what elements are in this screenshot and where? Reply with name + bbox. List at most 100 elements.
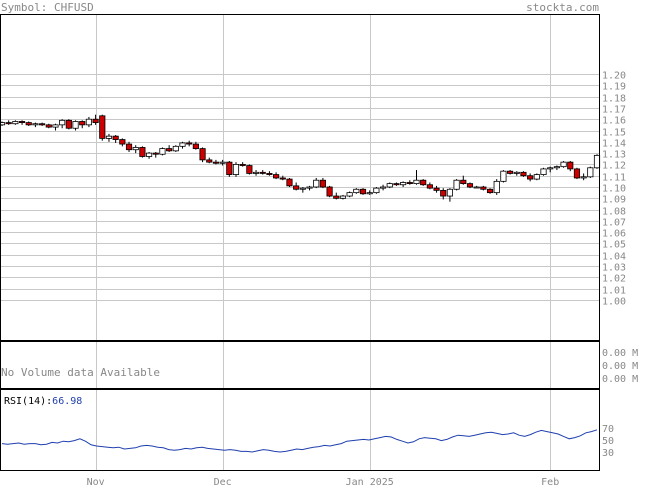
candle-body	[99, 115, 106, 139]
candle-body	[125, 143, 133, 151]
candle-body	[79, 121, 86, 126]
candle-body	[527, 175, 534, 180]
candle-body	[199, 148, 206, 161]
candle-body	[573, 168, 581, 179]
candle-body	[493, 180, 500, 194]
price-tick-label: 1.15	[602, 128, 626, 139]
candle-body	[172, 145, 179, 152]
date-tick-label: Nov	[87, 477, 105, 486]
site-brand[interactable]: stockta.com	[526, 1, 599, 14]
date-tick-label: Dec	[214, 477, 232, 486]
candle-body	[353, 188, 360, 194]
candle-body	[139, 147, 146, 157]
candle-body	[540, 168, 547, 175]
candle-body	[547, 167, 554, 170]
candle-body	[453, 179, 460, 190]
rsi-line	[1, 429, 598, 453]
candle-body	[18, 121, 26, 123]
candle-body	[366, 192, 373, 195]
price-tick-label: 1.11	[602, 173, 626, 184]
candle-body	[152, 152, 159, 155]
candle-body	[580, 176, 587, 179]
candle-body	[593, 154, 601, 169]
rsi-tick-label: 70	[602, 424, 614, 435]
candle-body	[587, 167, 594, 178]
candle-body	[266, 173, 273, 175]
price-tick-label: 1.09	[602, 195, 626, 206]
candle-body	[192, 143, 199, 149]
candle-body	[39, 123, 46, 126]
candle-body	[206, 159, 213, 163]
candle-body	[12, 121, 19, 125]
candle-body	[25, 122, 32, 126]
volume-tick-label: 0.00 M	[602, 361, 638, 372]
candle-body	[186, 142, 193, 145]
candle-body	[72, 121, 79, 129]
candle-body	[379, 186, 387, 189]
candle-body	[212, 161, 220, 164]
candle-body	[560, 161, 567, 168]
candle-body	[166, 148, 173, 152]
candle-body	[373, 187, 380, 194]
candle-body	[146, 152, 153, 157]
price-tick-label: 1.05	[602, 240, 626, 251]
price-tick-label: 1.12	[602, 161, 626, 172]
candle-body	[393, 183, 400, 186]
rsi-tick-label: 50	[602, 436, 614, 447]
price-tick-label: 1.13	[602, 150, 626, 161]
candle-body	[92, 118, 99, 123]
candle-body	[232, 163, 240, 175]
candle-body	[500, 170, 507, 182]
candle-body	[339, 195, 347, 199]
price-tick-label: 1.00	[602, 297, 626, 308]
candle-body	[359, 188, 367, 195]
candle-body	[313, 179, 320, 188]
price-tick-label: 1.19	[602, 82, 626, 93]
price-tick-label: 1.14	[602, 139, 626, 150]
volume-tick-label: 0.00 M	[602, 374, 638, 385]
price-tick-label: 1.02	[602, 274, 626, 285]
candle-body	[112, 135, 119, 140]
candle-body	[299, 187, 306, 190]
candle-body	[420, 179, 427, 186]
price-tick-label: 1.20	[602, 71, 626, 82]
date-tick-label: Jan 2025	[346, 477, 394, 486]
candle-body	[226, 161, 233, 175]
candle-body	[279, 177, 286, 180]
candle-body	[239, 163, 246, 166]
rsi-label-text: RSI(14):	[4, 396, 53, 407]
price-tick-label: 1.06	[602, 229, 626, 240]
candle-body	[520, 171, 527, 177]
rsi-tick-label: 30	[602, 448, 614, 459]
no-volume-message: No Volume data Available	[1, 366, 160, 379]
candle-body	[533, 174, 540, 180]
volume-tick-label: 0.00 M	[602, 348, 638, 359]
candle-body	[219, 161, 226, 164]
candle-body	[473, 186, 480, 189]
candle-body	[567, 161, 574, 170]
candle-body	[513, 171, 520, 174]
candle-body	[400, 182, 407, 186]
candle-body	[460, 179, 467, 185]
volume-panel-border	[0, 341, 600, 389]
candle-body	[433, 187, 440, 191]
price-panel-border	[0, 14, 600, 341]
price-tick-label: 1.08	[602, 207, 626, 218]
price-tick-label: 1.10	[602, 184, 626, 195]
candle-body	[386, 183, 393, 188]
candle-body	[507, 170, 514, 174]
candle-body	[5, 122, 12, 125]
candle-body	[105, 135, 113, 139]
price-tick-label: 1.01	[602, 286, 626, 297]
rsi-panel-border	[0, 389, 600, 471]
candle-body	[45, 124, 52, 128]
candle-body	[480, 186, 487, 190]
price-tick-label: 1.07	[602, 218, 626, 229]
price-tick-label: 1.18	[602, 94, 626, 105]
candle-body	[59, 119, 66, 126]
candle-body	[553, 166, 560, 169]
candle-body	[286, 178, 293, 187]
candle-body	[440, 189, 447, 197]
date-tick-label: Feb	[541, 477, 559, 486]
